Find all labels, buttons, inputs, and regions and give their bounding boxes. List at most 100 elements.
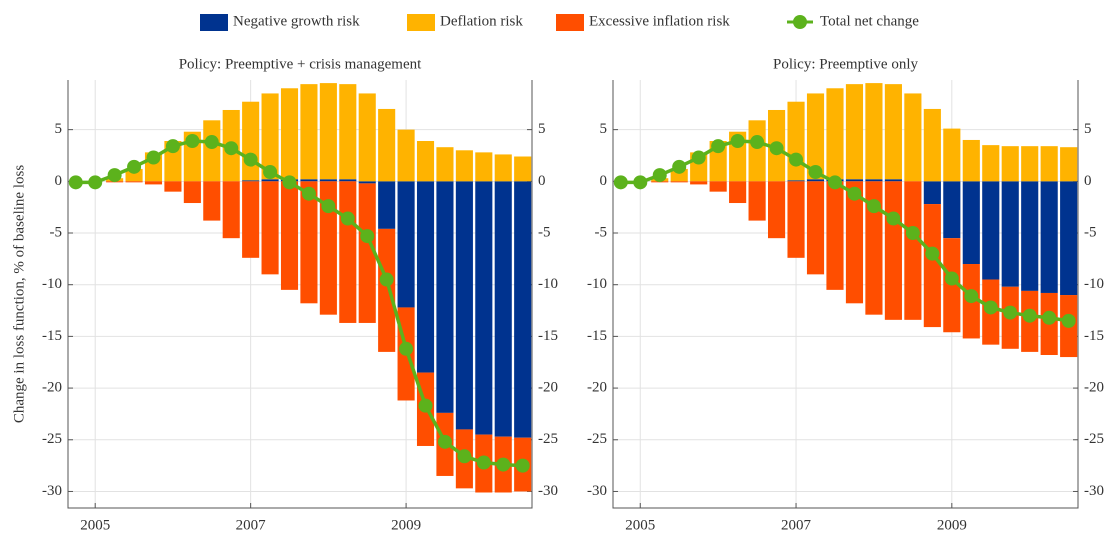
y-tick-label: 5 xyxy=(1084,121,1092,137)
y-tick-label: 0 xyxy=(1084,173,1092,189)
bar xyxy=(339,84,357,180)
point xyxy=(750,135,765,150)
point xyxy=(418,398,433,413)
x-tick-label: 2005 xyxy=(625,517,655,533)
point xyxy=(88,175,103,190)
y-tick-label: -5 xyxy=(50,224,63,240)
bar xyxy=(494,181,512,437)
legend-label: Negative growth risk xyxy=(233,13,360,29)
y-tick-label: -25 xyxy=(538,431,558,447)
point xyxy=(886,211,901,226)
axis-frame xyxy=(67,80,533,509)
bar xyxy=(300,179,318,182)
bar xyxy=(339,181,357,323)
panel-title: Policy: Preemptive + crisis management xyxy=(179,56,422,72)
point xyxy=(983,300,998,315)
legend-swatch xyxy=(793,15,807,29)
bar xyxy=(494,154,512,182)
bar xyxy=(378,181,396,229)
bar xyxy=(709,181,727,192)
point xyxy=(146,150,161,165)
point xyxy=(691,150,706,165)
bar xyxy=(1060,181,1078,296)
bar xyxy=(923,204,941,328)
point xyxy=(515,458,530,473)
bar xyxy=(904,181,922,320)
point xyxy=(457,449,472,464)
bar xyxy=(455,150,473,182)
bar xyxy=(884,181,902,320)
bar xyxy=(748,181,766,221)
bar xyxy=(923,181,941,205)
bar xyxy=(261,181,279,275)
bar xyxy=(183,181,201,204)
bar xyxy=(845,179,864,182)
legend-swatch xyxy=(407,14,435,31)
bar xyxy=(865,179,883,182)
bar xyxy=(416,140,435,182)
bar xyxy=(319,179,337,182)
bar xyxy=(475,181,493,435)
y-tick-label: 0 xyxy=(55,173,63,189)
y-tick-label: -15 xyxy=(587,328,607,344)
y-tick-label: -20 xyxy=(42,380,62,396)
y-tick-label: -20 xyxy=(587,380,607,396)
bar xyxy=(670,181,688,183)
bar xyxy=(261,179,279,182)
bar xyxy=(806,179,825,182)
bar xyxy=(300,181,318,304)
legend-label: Total net change xyxy=(820,13,919,29)
bar xyxy=(865,181,883,315)
bar xyxy=(806,181,825,275)
line xyxy=(75,139,523,468)
point xyxy=(379,272,394,287)
bar xyxy=(943,128,961,182)
bar xyxy=(1021,181,1039,291)
bar xyxy=(1001,146,1019,182)
y-tick-label: -20 xyxy=(538,380,558,396)
legend-label: Excessive inflation risk xyxy=(589,13,730,29)
point xyxy=(730,133,745,148)
y-tick-label: -10 xyxy=(538,276,558,292)
bar xyxy=(280,181,299,290)
axis-frame xyxy=(612,80,1079,509)
y-tick-label: 5 xyxy=(538,121,546,137)
point xyxy=(204,135,219,150)
point xyxy=(321,199,336,214)
point xyxy=(399,341,414,356)
bar xyxy=(261,93,279,180)
bar xyxy=(475,152,493,182)
bar xyxy=(378,108,396,182)
bar xyxy=(1040,146,1058,182)
bar xyxy=(904,93,922,182)
point xyxy=(789,152,804,167)
bar xyxy=(319,83,337,180)
point xyxy=(127,159,142,174)
y-tick-label: -30 xyxy=(587,483,607,499)
y-tick-label: -20 xyxy=(1084,380,1104,396)
point xyxy=(107,168,122,183)
bar xyxy=(397,181,415,308)
bar xyxy=(339,179,357,182)
point xyxy=(808,165,823,180)
y-tick-label: -10 xyxy=(1084,276,1104,292)
legend-label: Deflation risk xyxy=(440,13,523,29)
point xyxy=(185,133,200,148)
bar xyxy=(943,181,961,239)
point xyxy=(633,175,648,190)
point xyxy=(243,152,258,167)
y-tick-label: 0 xyxy=(538,173,546,189)
point xyxy=(282,175,297,190)
point xyxy=(1022,308,1037,323)
bar xyxy=(787,180,805,182)
point xyxy=(496,457,511,472)
bar xyxy=(845,181,864,304)
bar xyxy=(729,181,747,204)
y-tick-label: -15 xyxy=(1084,328,1104,344)
bar xyxy=(1040,181,1058,293)
point xyxy=(847,186,862,201)
y-tick-label: -15 xyxy=(42,328,62,344)
point xyxy=(964,289,979,304)
bar xyxy=(923,108,941,182)
y-axis-label: Change in loss function, % of baseline l… xyxy=(11,165,27,423)
